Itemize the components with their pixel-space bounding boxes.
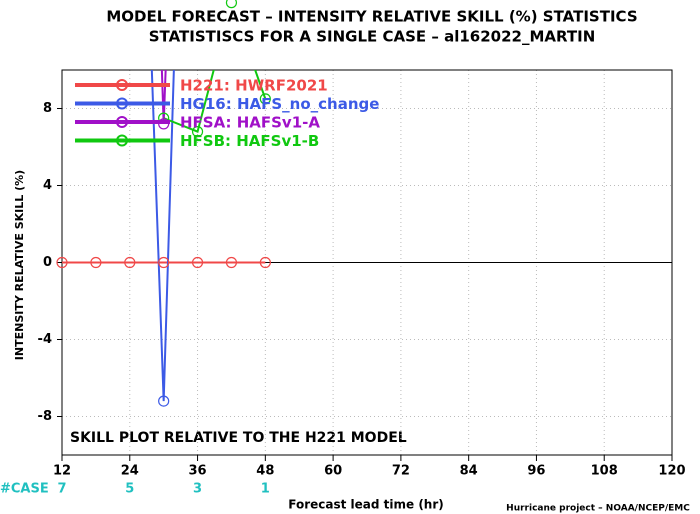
legend-marker — [116, 79, 128, 91]
y-tick-label: 8 — [43, 101, 52, 116]
case-count: 7 — [57, 482, 66, 497]
case-count: 3 — [193, 482, 202, 497]
data-point — [259, 256, 271, 269]
data-point — [191, 256, 204, 269]
x-tick-label: 120 — [658, 464, 685, 479]
data-point — [259, 93, 271, 105]
y-tick-label: 4 — [43, 178, 52, 193]
x-axis-label: Forecast lead time (hr) — [288, 498, 444, 512]
data-point — [158, 395, 170, 407]
data-point — [225, 256, 238, 269]
data-point — [191, 126, 204, 138]
plot-area — [62, 70, 267, 402]
x-tick-label: 12 — [53, 464, 71, 479]
legend-marker — [116, 97, 128, 110]
x-tick-label: 84 — [460, 464, 478, 479]
legend-label: HFSA: HAFSv1-A — [180, 114, 320, 132]
data-point — [124, 256, 136, 269]
legend-label: HG16: HAFS_no_change — [180, 95, 379, 113]
x-tick-label: 36 — [189, 464, 207, 479]
y-axis-label: INTENSITY RELATIVE SKILL (%) — [13, 170, 26, 360]
chart-subtitle: STATISTISCS FOR A SINGLE CASE – al162022… — [149, 28, 596, 46]
case-label: #CASE — [0, 482, 49, 497]
data-point — [90, 256, 102, 269]
series-line — [163, 70, 267, 133]
x-tick-label: 24 — [121, 464, 139, 479]
data-point — [56, 256, 68, 269]
series-line — [150, 70, 175, 402]
data-point — [158, 256, 170, 269]
data-point — [225, 0, 238, 9]
case-count: 1 — [261, 482, 270, 497]
legend-marker — [116, 116, 128, 128]
y-tick-label: -8 — [38, 409, 52, 424]
x-tick-label: 108 — [591, 464, 618, 479]
footer: Hurricane project – NOAA/NCEP/EMC — [506, 504, 690, 514]
annotation: SKILL PLOT RELATIVE TO THE H221 MODEL — [70, 430, 407, 446]
legend-marker — [116, 134, 128, 147]
legend-label: HFSB: HAFSv1-B — [180, 132, 319, 150]
x-tick-label: 48 — [256, 464, 274, 479]
case-count: 5 — [125, 482, 134, 497]
x-tick-label: 96 — [527, 464, 545, 479]
y-tick-label: -4 — [38, 332, 52, 347]
legend-label: H221: HWRF2021 — [180, 77, 328, 95]
x-tick-label: 72 — [392, 464, 410, 479]
x-tick-label: 60 — [324, 464, 342, 479]
chart-title: MODEL FORECAST – INTENSITY RELATIVE SKIL… — [106, 8, 637, 26]
y-tick-label: 0 — [43, 255, 52, 270]
